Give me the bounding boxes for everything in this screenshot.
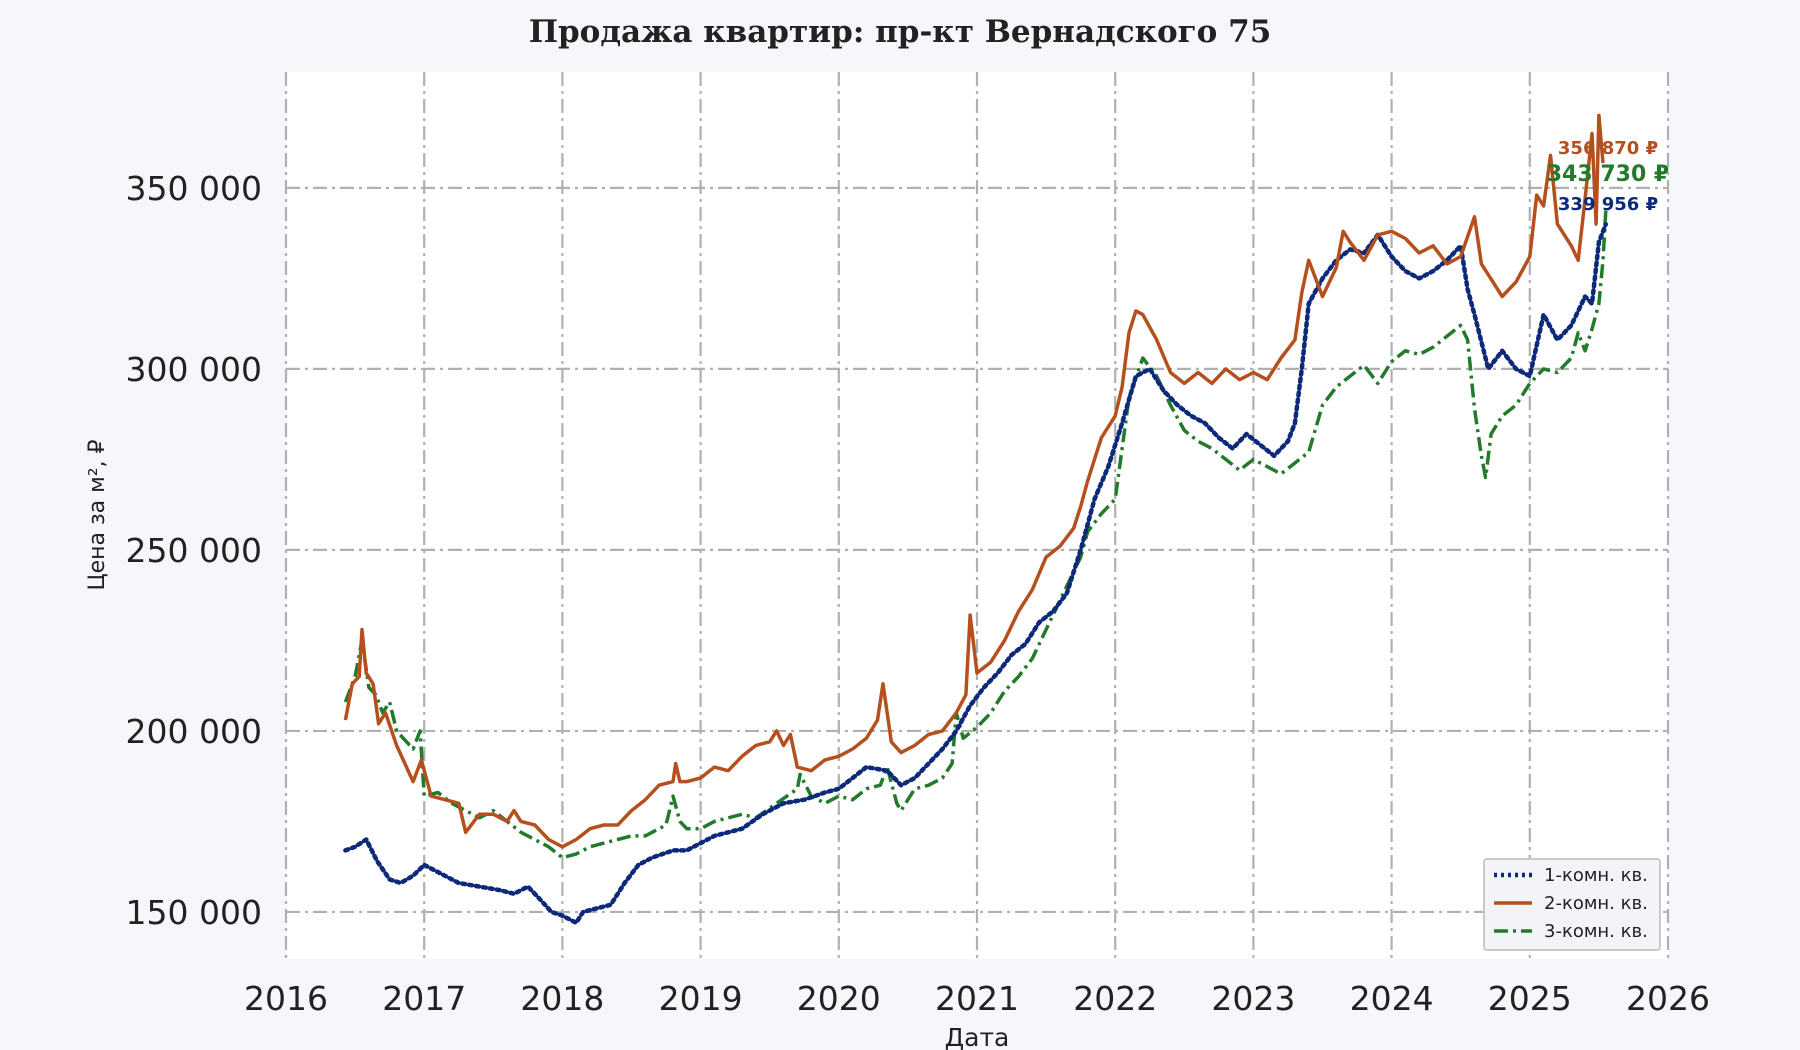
x-tick-label: 2016 <box>244 979 328 1018</box>
last-value-annotations: 356 870 ₽ 343 730 ₽ 339 956 ₽ <box>1547 138 1669 215</box>
y-tick-label: 200 000 <box>126 712 262 751</box>
legend: 1-комн. кв. 2-комн. кв. 3-комн. кв. <box>1483 858 1661 951</box>
y-tick-label: 250 000 <box>126 531 262 570</box>
y-axis-ticks: 150 000 200 000 250 000 300 000 350 000 <box>126 169 262 932</box>
series-layer <box>343 113 1609 926</box>
last-value-label: 356 870 ₽ <box>1558 138 1658 159</box>
x-axis-ticks: 2016 2017 2018 2019 2020 2021 2022 2023 2024 2025… <box>244 979 1710 1018</box>
x-tick-label: 2018 <box>520 979 604 1018</box>
y-tick-label: 150 000 <box>126 893 262 932</box>
series-line-2k <box>343 113 1605 849</box>
x-tick-label: 2017 <box>382 979 466 1018</box>
x-tick-label: 2026 <box>1626 979 1710 1018</box>
x-tick-label: 2023 <box>1211 979 1295 1018</box>
y-tick-label: 300 000 <box>126 350 262 389</box>
legend-box <box>1483 858 1661 951</box>
x-tick-label: 2019 <box>659 979 743 1018</box>
legend-label: 3-комн. кв. <box>1544 921 1648 942</box>
x-tick-label: 2024 <box>1350 979 1434 1018</box>
y-tick-label: 350 000 <box>126 169 262 208</box>
chart-title: Продажа квартир: пр-кт Вернадского 75 <box>529 14 1272 50</box>
x-tick-label: 2021 <box>935 979 1019 1018</box>
series-line-3k <box>343 210 1608 860</box>
x-axis-label: Дата <box>945 1023 1010 1050</box>
y-axis-label: Цена за м², ₽ <box>85 439 110 590</box>
legend-label: 2-комн. кв. <box>1544 893 1648 914</box>
last-value-label: 343 730 ₽ <box>1547 162 1669 187</box>
x-tick-label: 2020 <box>797 979 881 1018</box>
series-line-1k <box>343 221 1609 926</box>
last-value-label: 339 956 ₽ <box>1558 194 1658 215</box>
grid <box>284 72 1670 959</box>
x-tick-label: 2025 <box>1488 979 1572 1018</box>
legend-label: 1-комн. кв. <box>1544 865 1648 886</box>
x-tick-label: 2022 <box>1073 979 1157 1018</box>
